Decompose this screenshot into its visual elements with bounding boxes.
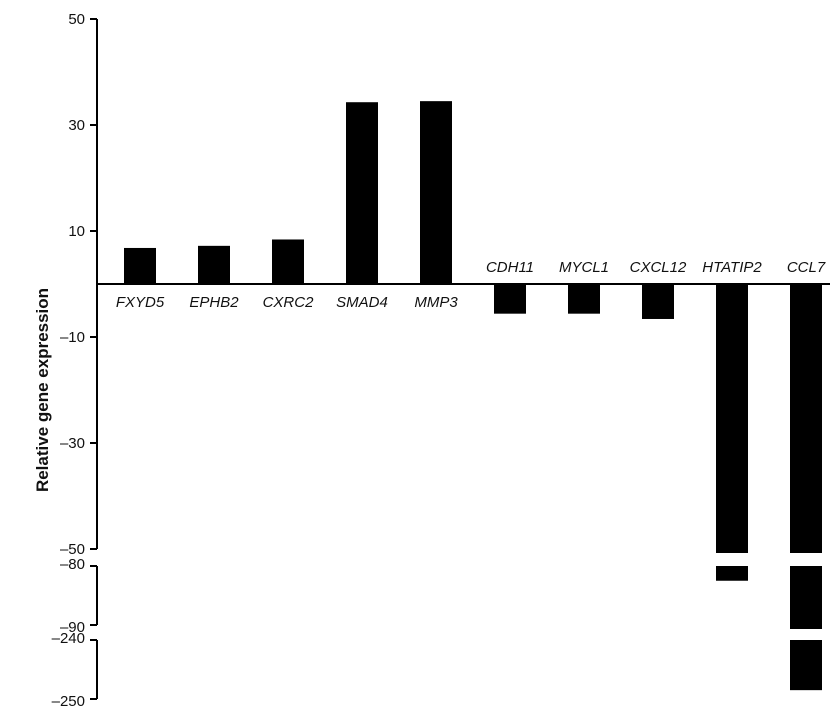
y-axis-title: Relative gene expression <box>33 288 52 492</box>
category-label: CXCL12 <box>630 259 687 276</box>
bar-segment <box>716 566 748 581</box>
y-tick-label: –30 <box>60 435 85 452</box>
bars <box>124 101 822 691</box>
category-label: MYCL1 <box>559 259 609 276</box>
bar <box>198 245 230 284</box>
category-label: CDH11 <box>486 259 534 276</box>
bar <box>124 247 156 284</box>
bar <box>568 284 600 314</box>
bar-segment <box>790 640 822 691</box>
bar <box>642 284 674 319</box>
category-label: FXYD5 <box>116 294 165 311</box>
category-label: HTATIP2 <box>702 259 762 276</box>
y-tick-label: –50 <box>60 541 85 558</box>
category-label: CCL7 <box>787 259 826 276</box>
bar <box>420 101 452 285</box>
bar <box>346 102 378 285</box>
y-tick-label: 50 <box>68 11 85 28</box>
y-tick-label: –10 <box>60 329 85 346</box>
y-tick-label: 10 <box>68 223 85 240</box>
bar <box>494 284 526 314</box>
y-tick-label: –90 <box>60 619 85 636</box>
y-tick-label: –240 <box>52 630 85 647</box>
category-labels: FXYD5 EPHB2 CXRC2 SMAD4 MMP3 CDH11 MYCL1 CXCL12… <box>116 259 826 311</box>
bar <box>716 284 748 553</box>
bar-segment <box>790 566 822 629</box>
category-label: EPHB2 <box>189 294 239 311</box>
y-tick-label: 30 <box>68 117 85 134</box>
bar <box>272 239 304 284</box>
bar <box>790 284 822 553</box>
category-label: MMP3 <box>414 294 458 311</box>
y-tick-label: –250 <box>52 693 85 708</box>
y-axis-ticks: 50 30 10 –10 –30 –50–80 –90–240 –250 <box>52 11 97 708</box>
y-tick-label: –80 <box>60 556 85 573</box>
category-label: CXRC2 <box>263 294 315 311</box>
category-label: SMAD4 <box>336 294 388 311</box>
